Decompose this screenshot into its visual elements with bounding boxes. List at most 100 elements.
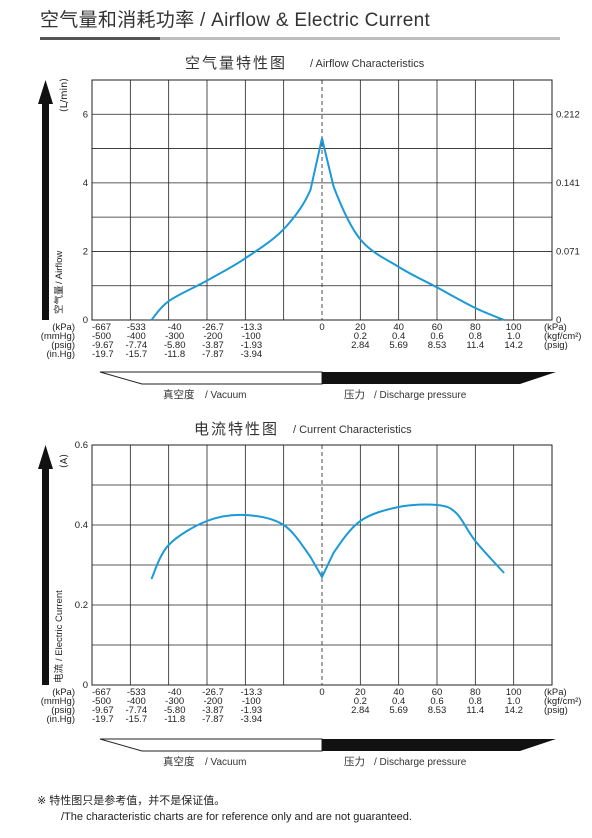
vacuum-tick-label: -7.87 (202, 714, 224, 725)
discharge-tick-label: 100 (506, 322, 522, 333)
vacuum-tick-label: -7.74 (126, 340, 148, 351)
discharge-tick-label: 14.2 (504, 340, 523, 351)
vacuum-tick-label: -15.7 (126, 714, 148, 725)
vacuum-tick-label: -19.7 (92, 349, 114, 360)
discharge-tick-label: 0.6 (430, 696, 443, 707)
pressure-unit-left: (kPa) (52, 322, 75, 333)
discharge-tick-label: 2.84 (351, 705, 370, 716)
y-tick-label: 0.4 (75, 520, 88, 531)
vacuum-tick-label: -533 (127, 687, 146, 698)
current-chart: 电流特性图 / Current Characteristics 00.20.40… (38, 420, 553, 691)
vacuum-label-en: / Vacuum (205, 757, 247, 768)
discharge-label-en: / Discharge pressure (374, 390, 467, 401)
y2-tick-label: 0.071 (556, 246, 580, 257)
pressure-unit-left: (mmHg) (41, 696, 75, 707)
current-y-unit: (A) (59, 454, 70, 468)
vacuum-tick-label: -13.3 (241, 687, 263, 698)
discharge-tick-label: 5.69 (389, 705, 408, 716)
vacuum-tick-label: -3.94 (241, 349, 263, 360)
current-y-arrow-shaft (42, 465, 49, 685)
vacuum-tick-label: -300 (165, 696, 184, 707)
vacuum-tick-label: -400 (127, 696, 146, 707)
footnote-en: /The characteristic charts are for refer… (61, 811, 412, 823)
discharge-tick-label: 8.53 (428, 340, 447, 351)
airflow-grid (91, 79, 553, 321)
discharge-tick-label: 8.53 (428, 705, 447, 716)
discharge-tick-label: 0.8 (469, 696, 482, 707)
discharge-tick-label: 20 (355, 687, 366, 698)
y-tick-label: 0.2 (75, 600, 88, 611)
vacuum-tick-label: -1.93 (241, 340, 263, 351)
current-series (150, 503, 505, 580)
current-chart-title: 电流特性图 (194, 420, 279, 438)
vacuum-tick-label: -19.7 (92, 714, 114, 725)
discharge-tick-label: 60 (432, 687, 443, 698)
current-direction-bar: 真空度 / Vacuum 压力 / Discharge pressure (99, 738, 556, 768)
airflow-y-unit: (L/min) (59, 78, 70, 112)
pressure-unit-right: (kPa) (544, 322, 567, 333)
y2-tick-label: 0.212 (556, 109, 580, 120)
pressure-unit-right: (kPa) (544, 687, 567, 698)
vacuum-tick-label: -5.80 (164, 340, 186, 351)
vacuum-tick-label: -40 (168, 687, 182, 698)
discharge-direction-arrow (322, 372, 556, 384)
discharge-tick-label: 0.8 (469, 331, 482, 342)
vacuum-tick-label: -7.74 (126, 705, 148, 716)
vacuum-tick-label: -5.80 (164, 705, 186, 716)
zero-tick-label: 0 (319, 322, 324, 333)
discharge-tick-label: 0.6 (430, 331, 443, 342)
vacuum-tick-label: -200 (203, 696, 222, 707)
current-y-ticks: 0 0.2 0.4 0.6 (75, 440, 88, 691)
discharge-tick-label: 60 (432, 322, 443, 333)
footnote: ※ 特性图只是参考值，并不是保证值。 /The characteristic c… (37, 793, 412, 825)
y2-tick-label: 0.141 (556, 178, 580, 189)
footnote-cn: ※ 特性图只是参考值，并不是保证值。 (37, 795, 226, 807)
vacuum-direction-arrow (99, 371, 323, 385)
series-line (150, 138, 505, 321)
airflow-series (150, 138, 505, 321)
y-tick-label: 0.6 (75, 440, 88, 451)
vacuum-tick-label: -300 (165, 331, 184, 342)
series-line (150, 503, 505, 580)
vacuum-tick-label: -3.94 (241, 714, 263, 725)
current-pressure-scale: (kPa)(mmHg)(psig)(in.Hg)-667 -533 -40 -26.7… (41, 687, 582, 725)
discharge-tick-label: 40 (393, 687, 404, 698)
header-divider (40, 37, 560, 40)
vacuum-tick-label: -9.67 (92, 705, 114, 716)
discharge-tick-label: 0.4 (392, 331, 405, 342)
discharge-tick-label: 80 (470, 687, 481, 698)
pressure-unit-left: (in.Hg) (46, 714, 75, 725)
vacuum-tick-label: -9.67 (92, 340, 114, 351)
discharge-tick-label: 40 (393, 322, 404, 333)
airflow-chart-title: 空气量特性图 (185, 54, 287, 72)
vacuum-tick-label: -3.87 (202, 705, 224, 716)
vacuum-tick-label: -500 (92, 696, 111, 707)
discharge-tick-label: 14.2 (504, 705, 523, 716)
vacuum-tick-label: -100 (242, 331, 261, 342)
header-divider-accent (40, 37, 160, 40)
discharge-tick-label: 0.2 (354, 331, 367, 342)
discharge-tick-label: 2.84 (351, 340, 370, 351)
discharge-tick-label: 1.0 (507, 696, 520, 707)
discharge-tick-label: 0.4 (392, 696, 405, 707)
section-title: 空气量和消耗功率 / Airflow & Electric Current (40, 10, 431, 31)
airflow-y2-ticks: 0 0.071 0.141 0.212 (556, 109, 580, 326)
vacuum-tick-label: -533 (127, 322, 146, 333)
vacuum-tick-label: -1.93 (241, 705, 263, 716)
discharge-label-cn: 压力 (344, 388, 365, 401)
vacuum-tick-label: -11.8 (164, 714, 185, 725)
vacuum-label-en: / Vacuum (205, 390, 247, 401)
vacuum-tick-label: -13.3 (241, 322, 263, 333)
discharge-tick-label: 11.4 (466, 340, 484, 351)
vacuum-tick-label: -200 (203, 331, 222, 342)
current-chart-subtitle: / Current Characteristics (293, 424, 412, 436)
pressure-unit-right: (kgf/cm²) (544, 696, 581, 707)
airflow-y-side-label-en: / Airflow (54, 251, 65, 284)
vacuum-tick-label: -40 (168, 322, 182, 333)
airflow-pressure-scale: (kPa)(mmHg)(psig)(in.Hg)-667 -533 -40 -26.7… (41, 322, 582, 360)
vacuum-tick-label: -100 (242, 696, 261, 707)
airflow-y-arrow-shaft (42, 100, 49, 320)
airflow-y-ticks: 0 2 4 6 (83, 109, 88, 326)
vacuum-tick-label: -500 (92, 331, 111, 342)
vacuum-tick-label: -26.7 (202, 322, 224, 333)
